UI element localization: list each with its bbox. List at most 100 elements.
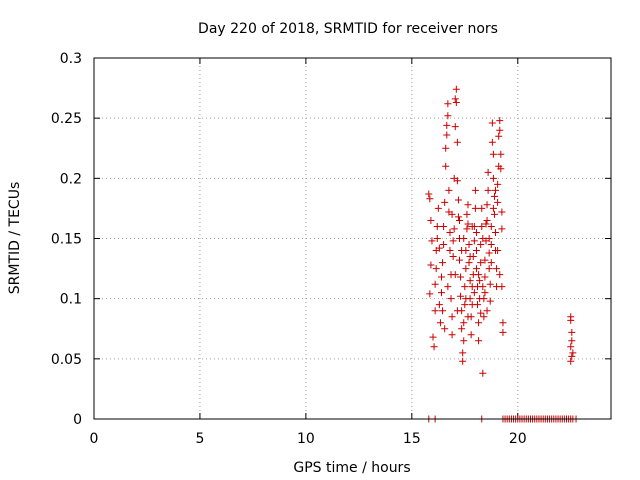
data-point <box>479 283 487 291</box>
data-point <box>466 253 474 261</box>
data-point <box>497 150 505 158</box>
data-point <box>459 357 467 365</box>
data-point <box>496 117 504 125</box>
data-point <box>482 220 490 228</box>
data-point <box>427 261 435 269</box>
data-point <box>439 259 447 267</box>
data-point <box>446 228 454 236</box>
y-tick-label: 0.05 <box>51 352 82 368</box>
data-point <box>485 249 493 257</box>
data-point <box>498 225 506 233</box>
data-point <box>448 331 456 339</box>
data-point <box>444 100 452 108</box>
data-point <box>477 309 485 317</box>
data-point <box>489 174 497 182</box>
data-point <box>429 333 437 341</box>
data-point <box>444 112 452 120</box>
data-point <box>449 237 457 245</box>
data-point <box>440 222 448 230</box>
data-point <box>431 307 439 315</box>
data-point <box>446 247 454 255</box>
data-point <box>496 126 504 134</box>
data-point <box>457 273 465 281</box>
y-tick-label: 0.1 <box>60 292 82 308</box>
data-point <box>453 307 461 315</box>
y-tick-label: 0.2 <box>60 171 82 187</box>
data-point <box>456 256 464 264</box>
data-point <box>426 195 434 203</box>
data-point <box>488 138 496 146</box>
data-point <box>481 256 489 264</box>
data-point <box>490 192 498 200</box>
data-point <box>567 357 575 365</box>
data-point <box>464 220 472 228</box>
data-point <box>484 186 492 194</box>
data-point <box>447 295 455 303</box>
data-point <box>448 313 456 321</box>
y-tick-label: 0 <box>73 412 82 428</box>
data-point <box>488 119 496 127</box>
data-point <box>450 225 458 233</box>
data-point <box>489 204 497 212</box>
data-point <box>483 307 491 315</box>
data-point <box>458 325 466 333</box>
data-point <box>568 328 576 336</box>
y-axis-ticks: 0 0.05 0.1 0.15 0.2 0.25 0.3 <box>51 51 611 428</box>
data-point <box>475 319 483 327</box>
x-tick-label: 5 <box>195 431 204 447</box>
data-point <box>452 99 460 107</box>
data-point <box>460 337 468 345</box>
data-point <box>470 237 478 245</box>
data-point <box>471 204 479 212</box>
y-axis-label: SRMTID / TECUs <box>7 182 23 295</box>
data-point <box>435 244 443 252</box>
data-point <box>437 273 445 281</box>
data-point <box>461 283 469 291</box>
data-point <box>495 132 503 140</box>
data-point <box>483 201 491 209</box>
data-point <box>465 259 473 267</box>
data-point <box>431 280 439 288</box>
data-point <box>463 210 471 218</box>
data-point <box>440 241 448 249</box>
data-point <box>479 369 487 377</box>
data-point <box>460 319 468 327</box>
data-point <box>430 343 438 351</box>
data-point <box>472 247 480 255</box>
data-point <box>426 290 434 298</box>
data-point <box>461 301 469 309</box>
data-point <box>452 85 460 93</box>
data-point <box>490 210 498 218</box>
data-point <box>465 241 473 249</box>
data-point <box>489 150 497 158</box>
data-point <box>494 198 502 206</box>
data-point <box>498 208 506 216</box>
data-point <box>568 352 576 360</box>
data-point <box>472 228 480 236</box>
data-point <box>451 95 459 103</box>
data-point <box>462 265 470 273</box>
data-point <box>457 292 465 300</box>
data-point <box>466 277 474 285</box>
data-point <box>492 228 500 236</box>
data-point <box>493 265 501 273</box>
data-point <box>453 177 461 185</box>
x-tick-label: 20 <box>509 431 527 447</box>
x-tick-label: 15 <box>403 431 421 447</box>
data-point <box>441 325 449 333</box>
data-point <box>497 165 505 173</box>
data-point <box>448 210 456 218</box>
data-point <box>569 349 577 357</box>
data-point <box>427 216 435 224</box>
data-point <box>432 265 440 273</box>
data-point <box>470 289 478 297</box>
data-point <box>477 259 485 267</box>
data-point <box>492 186 500 194</box>
data-point <box>456 216 464 224</box>
data-point <box>454 213 462 221</box>
data-point <box>436 319 444 327</box>
data-point <box>480 295 488 303</box>
data-point <box>487 259 495 267</box>
data-point <box>484 168 492 176</box>
